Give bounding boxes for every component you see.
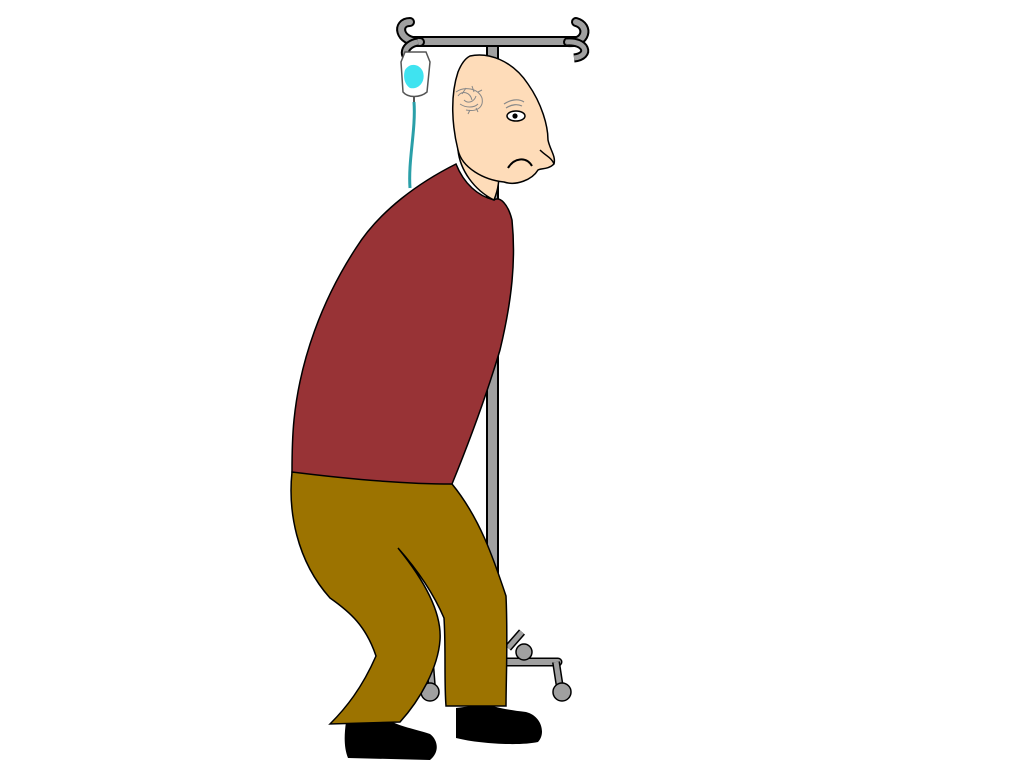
trousers bbox=[290, 471, 508, 725]
head bbox=[451, 54, 556, 184]
shoes bbox=[344, 704, 542, 760]
eyebrow bbox=[503, 99, 525, 109]
mouth bbox=[507, 158, 533, 169]
nose bbox=[539, 149, 555, 165]
iv-hook-right bbox=[563, 17, 590, 63]
iv-tube bbox=[408, 101, 416, 189]
eye-icon bbox=[506, 110, 526, 122]
right-shoe bbox=[456, 704, 542, 745]
wheel-icon bbox=[515, 643, 533, 661]
iv-bag-icon bbox=[400, 51, 431, 104]
iv-stand-crossbar bbox=[408, 36, 580, 47]
wheel-icon bbox=[552, 682, 572, 702]
ear bbox=[455, 85, 483, 115]
elderly-man-icon bbox=[290, 54, 556, 760]
left-shoe bbox=[344, 718, 437, 760]
sweater bbox=[291, 162, 515, 485]
